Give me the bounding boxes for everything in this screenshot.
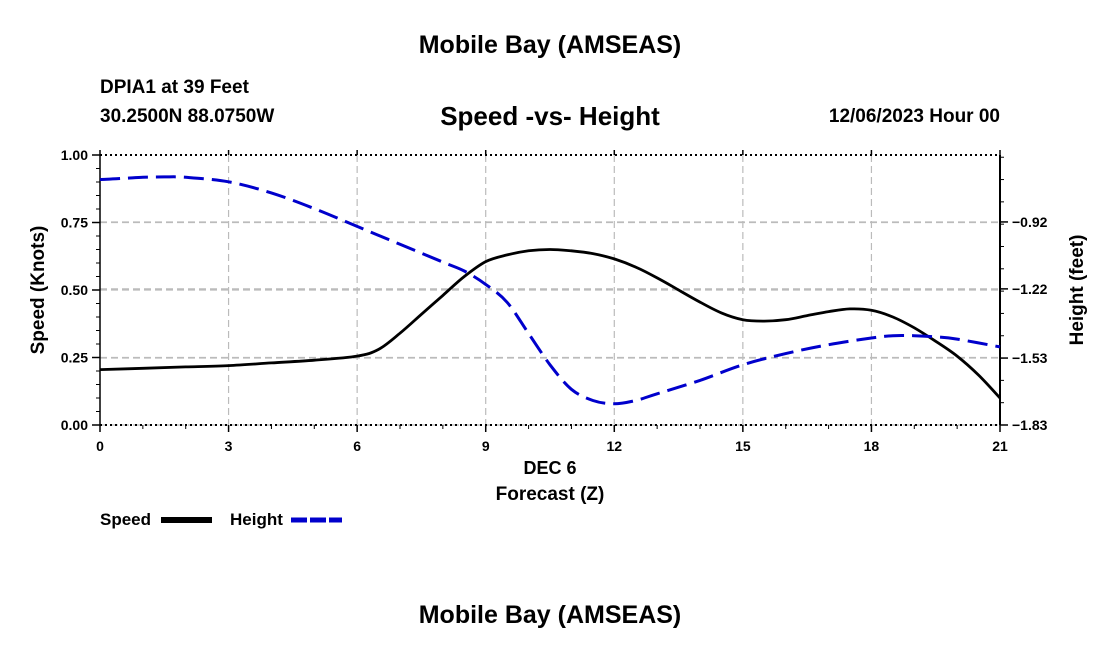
page-title: Mobile Bay (AMSEAS) — [418, 31, 682, 59]
footer-title: Mobile Bay (AMSEAS) — [418, 601, 682, 629]
height-series-line — [99, 175, 1001, 406]
series-layer — [99, 175, 1002, 406]
y-tick-label: 0.00 — [61, 417, 88, 433]
x-tick-label: 12 — [606, 438, 622, 454]
x-tick-label: 9 — [482, 438, 490, 454]
x-date-label: DEC 6 — [523, 458, 576, 478]
legend-speed-label: Speed — [100, 510, 151, 529]
x-tick-label: 3 — [225, 438, 233, 454]
x-tick-label: 0 — [96, 438, 104, 454]
chart-subtitle: Speed -vs- Height — [440, 101, 660, 131]
grid — [100, 155, 1000, 426]
y-tick-label: 1.00 — [61, 147, 88, 163]
y2-axis-label: Height (feet) — [1067, 235, 1088, 346]
y-tick-label: 0.25 — [61, 350, 88, 366]
speed-series-line — [99, 248, 1002, 399]
station-coordinates: 30.2500N 88.0750W — [100, 106, 275, 127]
axes: 0 3 6 9 12 15 18 21 0.00 0.25 0.50 0.75 1.00 −0.92 −1.… — [61, 147, 1048, 454]
x-tick-label: 15 — [735, 438, 751, 454]
y2-tick-label: −1.83 — [1012, 417, 1048, 433]
y-tick-label: 0.75 — [61, 215, 88, 231]
y2-tick-label: −0.92 — [1012, 214, 1048, 230]
x-tick-label: 21 — [992, 438, 1008, 454]
station-label: DPIA1 at 39 Feet — [100, 77, 249, 98]
legend: Speed Height — [100, 510, 342, 529]
y2-tick-label: −1.53 — [1012, 350, 1048, 366]
x-tick-label: 6 — [353, 438, 361, 454]
legend-height-label: Height — [230, 510, 283, 529]
x-tick-label: 18 — [864, 438, 880, 454]
y-axis-label: Speed (Knots) — [28, 226, 49, 355]
y-tick-label: 0.50 — [61, 282, 88, 298]
forecast-datetime: 12/06/2023 Hour 00 — [828, 106, 1000, 127]
x-axis-label: Forecast (Z) — [496, 484, 605, 505]
y2-tick-label: −1.22 — [1012, 281, 1048, 297]
